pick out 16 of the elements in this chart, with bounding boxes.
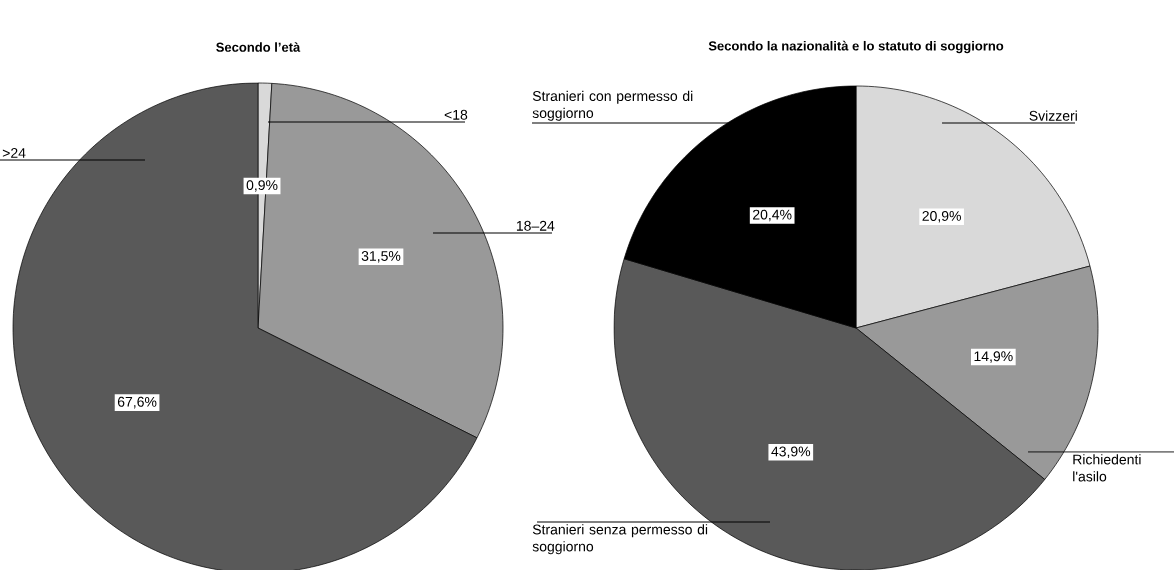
data-label: 0,9% [246, 180, 278, 192]
data-label: 67,6% [117, 396, 157, 409]
data-label: 20,4% [753, 209, 792, 222]
slice-label: Stranieri senza permesso di soggiorno [532, 524, 708, 555]
slice-label: >24 [2, 148, 26, 158]
slice-label: 18–24 [516, 220, 555, 231]
data-label: 31,5% [361, 251, 401, 263]
slice-label: <18 [444, 109, 468, 120]
slice-label: Stranieri con permesso di soggiorno [532, 90, 693, 121]
data-label: 43,9% [771, 446, 811, 459]
data-label: 20,9% [922, 210, 961, 223]
chart-title: Secondo l’età [216, 42, 301, 52]
slice-label: Svizzeri [1029, 110, 1077, 121]
chart-title: Secondo la nazionalità e lo statuto di soggiorno [708, 40, 1004, 54]
slice-label: Richiedenti l'asilo [1073, 454, 1141, 482]
data-label: 14,9% [974, 351, 1013, 363]
